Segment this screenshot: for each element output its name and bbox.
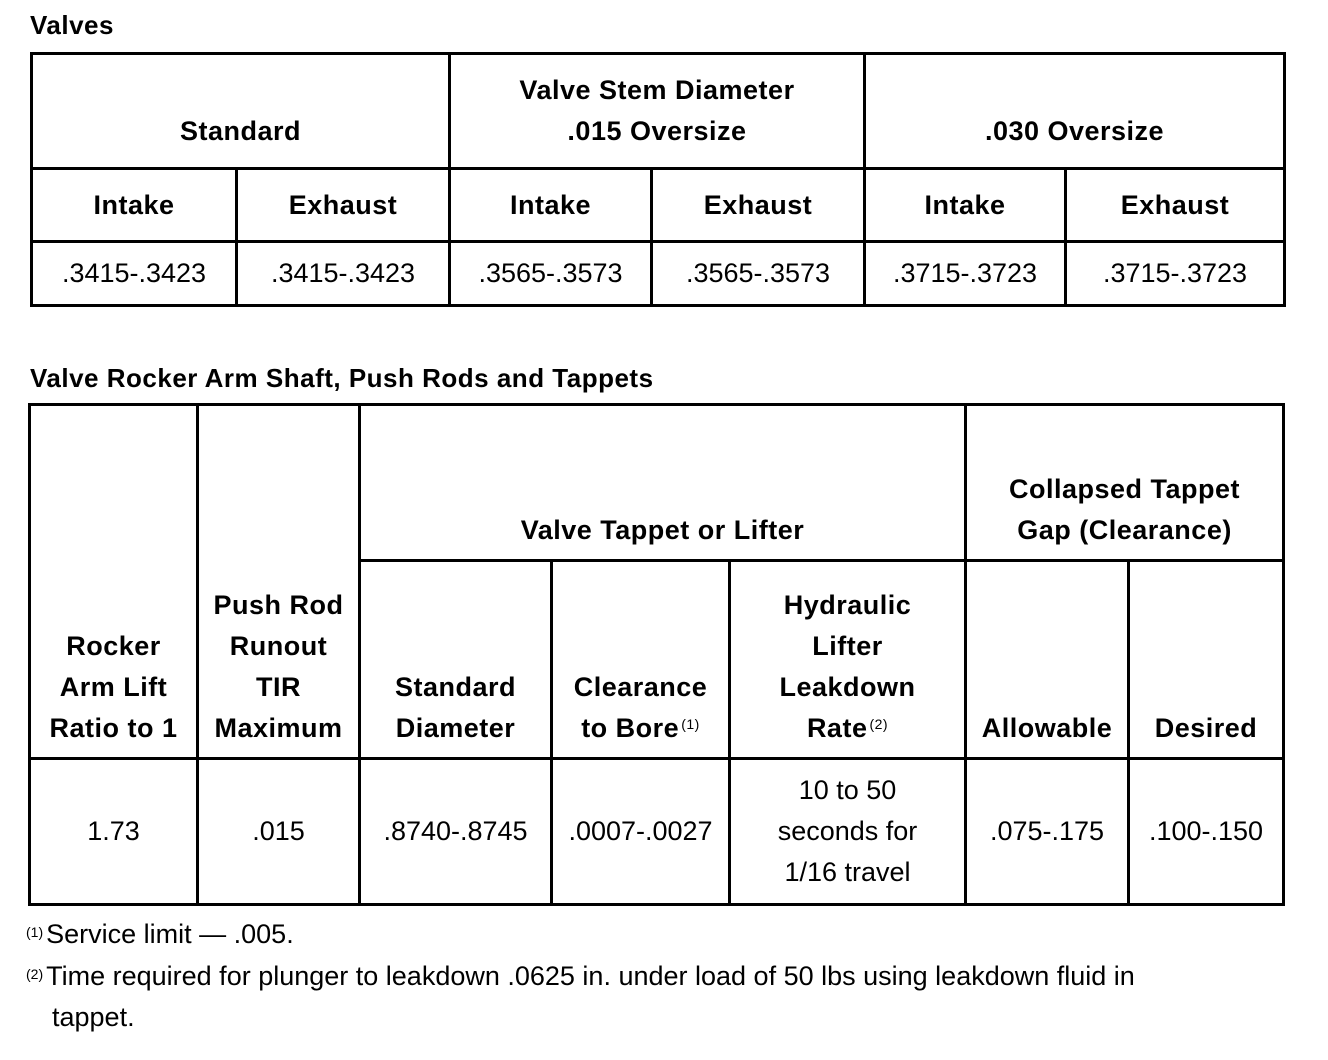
- header-015-oversize: Valve Stem Diameter .015 Oversize: [448, 52, 866, 170]
- header-collapsed-tappet-gap: Collapsed Tappet Gap (Clearance): [964, 403, 1286, 562]
- header-015: .015 Oversize: [567, 116, 747, 146]
- footnote-ref: (1): [681, 716, 700, 732]
- leakdown-label: Hydraulic Lifter Leakdown Rate: [779, 590, 916, 743]
- value-cell: 10 to 50 seconds for 1/16 travel: [727, 757, 968, 906]
- header-valve-tappet: Valve Tappet or Lifter: [357, 403, 968, 562]
- footnote-2: (2) Time required for plunger to leakdown…: [26, 956, 1296, 1038]
- header-valve-stem-diameter: Valve Stem Diameter: [519, 75, 795, 105]
- value-cell: .0007-.0027: [550, 757, 731, 906]
- valves-table: Standard Valve Stem Diameter .015 Oversi…: [30, 52, 1287, 307]
- value-cell: .3715-.3723: [1063, 240, 1287, 307]
- header-030-oversize: .030 Oversize: [862, 52, 1287, 170]
- rocker-table: Rocker Arm Lift Ratio to 1 Push Rod Runo…: [28, 403, 1286, 906]
- value-cell: .075-.175: [964, 757, 1131, 906]
- subheader: Exhaust: [1063, 167, 1287, 243]
- header-leakdown-rate: Hydraulic Lifter Leakdown Rate (2): [727, 559, 968, 760]
- footnote-mark: (1): [26, 924, 44, 940]
- valves-title: Valves: [30, 10, 114, 40]
- header-clearance-to-bore: Clearance to Bore (1): [550, 559, 731, 760]
- subheader: Intake: [30, 167, 238, 243]
- footnote-text-cont: tappet.: [52, 1002, 135, 1032]
- subheader: Exhaust: [650, 167, 866, 243]
- value-cell: .3565-.3573: [650, 240, 866, 307]
- header-standard: Standard: [30, 52, 451, 170]
- rocker-title: Valve Rocker Arm Shaft, Push Rods and Ta…: [30, 363, 654, 393]
- header-push-rod-runout: Push Rod Runout TIR Maximum: [196, 403, 361, 760]
- footnote-ref: (2): [869, 716, 889, 732]
- value-cell: .3565-.3573: [448, 240, 653, 307]
- value-cell: .3415-.3423: [235, 240, 451, 307]
- value-cell: .015: [196, 757, 361, 906]
- subheader: Intake: [448, 167, 653, 243]
- footnote-text: Time required for plunger to leakdown .0…: [46, 961, 1135, 991]
- value-cell: 1.73: [28, 757, 199, 906]
- subheader: Exhaust: [235, 167, 451, 243]
- clearance-label: Clearance to Bore: [573, 672, 708, 743]
- value-cell: .3715-.3723: [863, 240, 1067, 307]
- footnote-text: Service limit — .005.: [46, 919, 294, 949]
- header-desired: Desired: [1127, 559, 1286, 760]
- value-cell: .3415-.3423: [30, 240, 238, 307]
- value-cell: .8740-.8745: [358, 757, 553, 906]
- footnote-1: (1) Service limit — .005.: [26, 914, 1296, 955]
- header-rocker-arm-lift-ratio: Rocker Arm Lift Ratio to 1: [28, 403, 199, 760]
- footnote-mark: (2): [26, 966, 44, 982]
- subheader: Intake: [863, 167, 1067, 243]
- header-allowable: Allowable: [964, 559, 1131, 760]
- header-standard-diameter: Standard Diameter: [358, 559, 553, 760]
- value-cell: .100-.150: [1127, 757, 1286, 906]
